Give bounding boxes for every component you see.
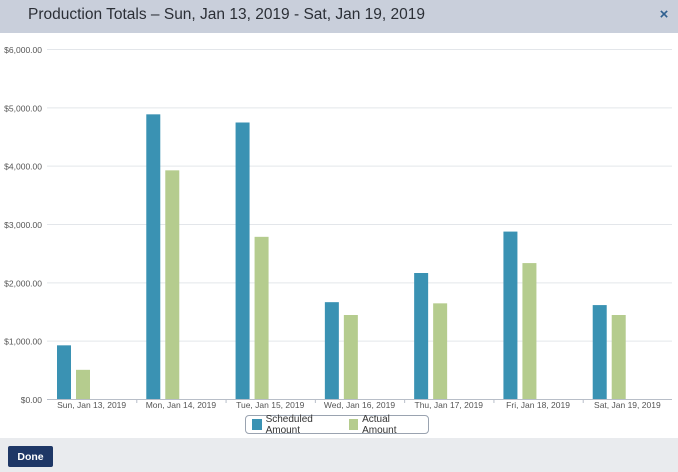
y-tick-label: $2,000.00	[4, 278, 42, 288]
x-tick-label: Thu, Jan 17, 2019	[415, 400, 484, 410]
legend-swatch-scheduled	[252, 419, 262, 430]
dialog-footer: Done	[0, 438, 678, 472]
x-tick-label: Sun, Jan 13, 2019	[57, 400, 126, 410]
y-tick-label: $6,000.00	[4, 45, 42, 55]
x-tick-label: Tue, Jan 15, 2019	[236, 400, 304, 410]
bar-actual	[611, 315, 626, 399]
bar-actual	[343, 315, 358, 399]
bar-actual	[433, 303, 448, 399]
done-button[interactable]: Done	[8, 446, 53, 467]
legend-label-scheduled: Scheduled Amount	[265, 413, 313, 436]
legend-swatch-actual	[348, 419, 359, 430]
dialog-header: Production Totals – Sun, Jan 13, 2019 - …	[0, 0, 678, 33]
bar-scheduled	[235, 122, 250, 399]
chart-area: $0.00 $1,000.00 $2,000.00 $3,000.00 $4,000.0…	[0, 33, 678, 438]
y-tick-label: $4,000.00	[4, 162, 42, 172]
x-tick-label: Sat, Jan 19, 2019	[594, 400, 661, 410]
y-tick-label: $0.00	[21, 395, 43, 405]
legend-label-actual: Actual Amount	[362, 413, 397, 436]
x-tick-label: Wed, Jan 16, 2019	[324, 400, 395, 410]
y-tick-label: $3,000.00	[4, 220, 42, 230]
bar-scheduled	[324, 302, 339, 399]
dialog-title: Production Totals – Sun, Jan 13, 2019 - …	[28, 6, 425, 23]
bar-scheduled	[146, 114, 161, 399]
legend-item-scheduled[interactable]: Scheduled Amount	[252, 414, 339, 436]
bar-scheduled	[414, 273, 429, 399]
close-icon[interactable]: ×	[659, 6, 669, 23]
bar-scheduled	[57, 345, 71, 399]
chart-legend: Scheduled Amount Actual Amount	[245, 413, 429, 436]
bar-scheduled	[503, 231, 518, 399]
bar-actual	[522, 263, 537, 399]
x-tick-label: Fri, Jan 18, 2019	[506, 400, 570, 410]
bar-actual	[165, 170, 180, 399]
bar-actual	[254, 236, 269, 399]
bar-scheduled	[592, 305, 607, 399]
production-bar-chart: $0.00 $1,000.00 $2,000.00 $3,000.00 $4,000.0…	[4, 45, 672, 410]
y-tick-label: $1,000.00	[4, 337, 42, 347]
legend-item-actual[interactable]: Actual Amount	[348, 413, 418, 436]
bar-actual	[76, 369, 90, 399]
y-tick-label: $5,000.00	[4, 103, 42, 113]
x-tick-label: Mon, Jan 14, 2019	[146, 400, 217, 410]
